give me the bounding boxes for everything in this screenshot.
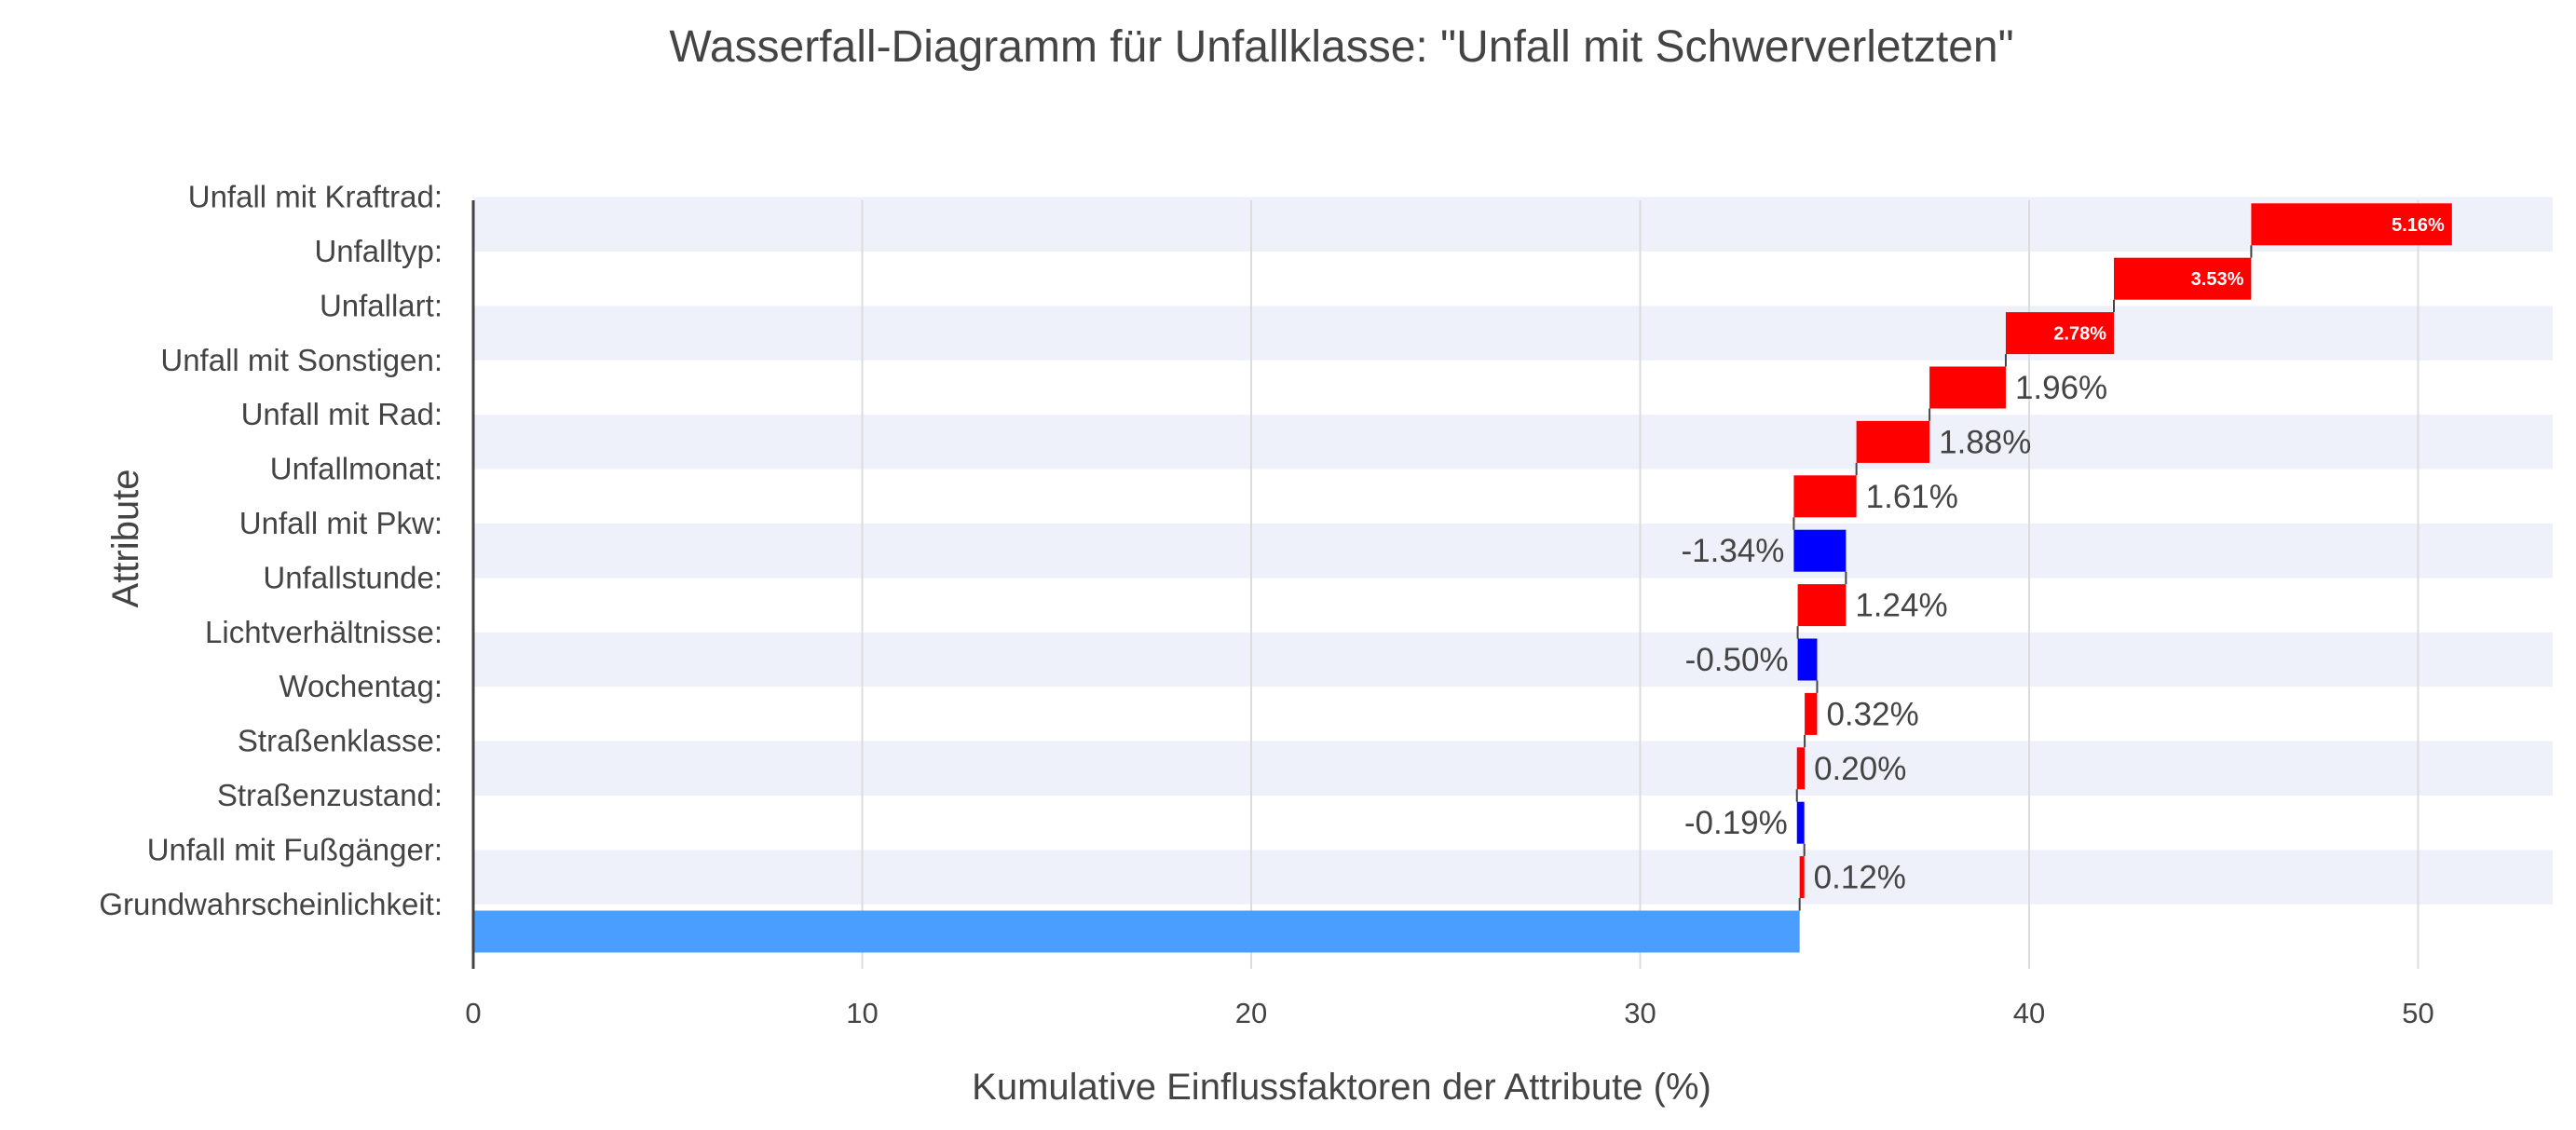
- category-label: Unfalltyp:: [314, 234, 443, 268]
- data-label: 2.78%: [2053, 324, 2106, 345]
- data-label: 0.20%: [1814, 751, 1906, 787]
- category-labels: Grundwahrscheinlichkeit: Unfall mit Fußgä…: [99, 180, 443, 921]
- data-label: 1.88%: [1939, 424, 2031, 460]
- data-label: 3.53%: [2191, 269, 2244, 290]
- category-label: Unfall mit Fußgänger:: [147, 832, 443, 866]
- data-label: -1.34%: [1682, 533, 1785, 569]
- row-stripe: [473, 306, 2553, 361]
- x-tick-labels: 0 10 20 30 40 50: [465, 997, 2433, 1029]
- increase-bar: [1796, 747, 1806, 790]
- increase-bar: [1805, 692, 1818, 735]
- data-label: 1.24%: [1855, 588, 1947, 624]
- category-label: Unfall mit Kraftrad:: [188, 180, 443, 214]
- data-label: 1.61%: [1866, 479, 1958, 515]
- chart-title: Wasserfall-Diagramm für Unfallklasse: "U…: [669, 22, 2013, 72]
- increase-bar: [1797, 584, 1847, 627]
- bars: [473, 203, 2452, 953]
- category-label: Lichtverhältnisse:: [205, 615, 443, 649]
- increase-bar: [2251, 203, 2452, 246]
- increase-bar: [1856, 420, 1930, 463]
- decrease-bar: [1796, 801, 1805, 844]
- category-label: Unfall mit Pkw:: [239, 506, 443, 540]
- category-label: Unfallart:: [320, 288, 443, 322]
- x-tick-label: 40: [2013, 997, 2045, 1029]
- connector-lines: [1792, 245, 2253, 911]
- decrease-bar: [1797, 638, 1818, 681]
- category-label: Unfall mit Sonstigen:: [160, 343, 443, 377]
- category-label: Grundwahrscheinlichkeit:: [99, 887, 443, 921]
- decrease-bar: [1793, 529, 1847, 572]
- x-tick-label: 10: [846, 997, 878, 1029]
- x-tick-label: 20: [1235, 997, 1267, 1029]
- row-stripe: [473, 197, 2553, 252]
- category-label: Straßenklasse:: [238, 724, 443, 758]
- y-axis-title: Attribute: [105, 470, 146, 608]
- x-tick-label: 30: [1624, 997, 1656, 1029]
- row-stripe: [473, 741, 2553, 796]
- increase-bar: [2114, 257, 2252, 300]
- category-label: Unfallstunde:: [263, 560, 443, 594]
- data-label: 0.12%: [1814, 860, 1906, 896]
- x-tick-label: 0: [465, 997, 481, 1029]
- row-stripe: [473, 524, 2553, 579]
- data-label: 0.32%: [1826, 696, 1918, 732]
- category-label: Straßenzustand:: [217, 778, 443, 812]
- increase-bar: [1799, 856, 1805, 899]
- row-stripe: [473, 632, 2553, 688]
- base-bar: [473, 910, 1800, 953]
- increase-bar: [2005, 312, 2115, 355]
- category-label: Wochentag:: [279, 669, 443, 703]
- data-label: -0.19%: [1684, 805, 1788, 841]
- increase-bar: [1929, 366, 2006, 409]
- data-label: 5.16%: [2392, 215, 2445, 236]
- row-stripes: [473, 197, 2553, 905]
- row-stripe: [473, 850, 2553, 905]
- row-stripe: [473, 415, 2553, 470]
- data-label: -0.50%: [1685, 642, 1789, 678]
- category-label: Unfallmonat:: [270, 452, 443, 486]
- x-axis-title: Kumulative Einflussfaktoren der Attribut…: [972, 1067, 1711, 1108]
- x-tick-label: 50: [2402, 997, 2433, 1029]
- category-label: Unfall mit Rad:: [241, 397, 443, 431]
- data-labels: 0.12% -0.19% 0.20% 0.32% -0.50% 1.24% -1.34% 1.…: [1682, 215, 2446, 896]
- increase-bar: [1793, 475, 1857, 518]
- data-label: 1.96%: [2015, 370, 2107, 406]
